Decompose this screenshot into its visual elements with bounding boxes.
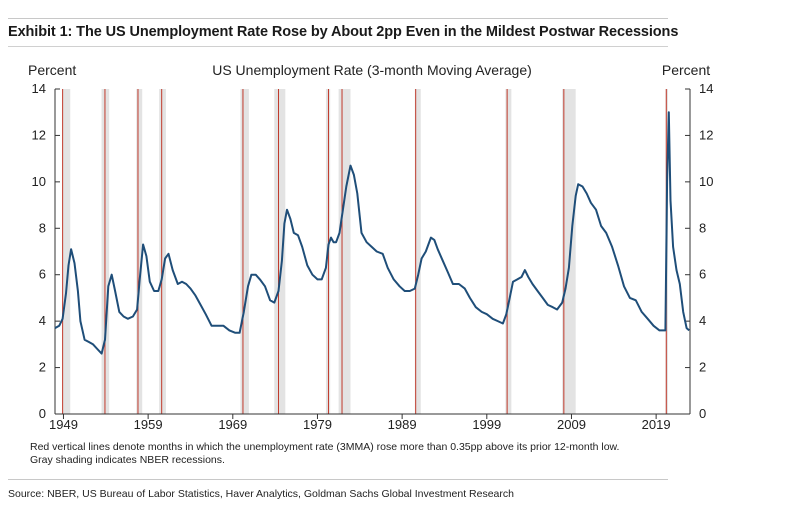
right-tick-label-6: 6 xyxy=(699,267,706,282)
title-rule xyxy=(8,46,668,47)
chart-note-red-lines: Red vertical lines denote months in whic… xyxy=(30,441,619,453)
axes xyxy=(54,89,691,415)
x-tick-label-2009: 2009 xyxy=(557,417,586,432)
right-tick-label-14: 14 xyxy=(699,81,713,96)
exhibit-title: Exhibit 1: The US Unemployment Rate Rose… xyxy=(8,24,679,40)
recession-shading xyxy=(62,89,668,414)
top-rule xyxy=(8,18,668,19)
right-tick-label-4: 4 xyxy=(699,313,706,328)
recession-band-4 xyxy=(240,89,249,414)
left-tick-label-12: 12 xyxy=(32,127,46,142)
left-tick-label-0: 0 xyxy=(39,406,46,421)
chart-note-gray-shading: Gray shading indicates NBER recessions. xyxy=(30,454,225,466)
unemployment-chart: US Unemployment Rate (3-month Moving Ave… xyxy=(28,62,714,466)
left-tick-label-4: 4 xyxy=(39,313,46,328)
right-axis-unit: Percent xyxy=(662,62,710,78)
recession-band-7 xyxy=(338,89,351,414)
left-tick-label-14: 14 xyxy=(32,81,46,96)
x-tick-label-1949: 1949 xyxy=(49,417,78,432)
right-tick-label-2: 2 xyxy=(699,360,706,375)
recession-band-3 xyxy=(159,89,166,414)
left-tick-label-6: 6 xyxy=(39,267,46,282)
left-tick-label-10: 10 xyxy=(32,174,46,189)
right-tick-label-8: 8 xyxy=(699,220,706,235)
left-axis-unit: Percent xyxy=(28,62,76,78)
recession-band-2 xyxy=(136,89,143,414)
unemployment-rate-line xyxy=(54,111,690,355)
source-note: Source: NBER, US Bureau of Labor Statist… xyxy=(8,488,514,500)
recession-band-9 xyxy=(505,89,512,414)
recession-band-0 xyxy=(62,89,71,414)
recession-band-8 xyxy=(414,89,421,414)
left-tick-label-2: 2 xyxy=(39,360,46,375)
right-tick-label-10: 10 xyxy=(699,174,713,189)
x-tick-label-1999: 1999 xyxy=(472,417,501,432)
chart-title: US Unemployment Rate (3-month Moving Ave… xyxy=(212,62,532,78)
right-tick-label-0: 0 xyxy=(699,406,706,421)
recession-band-5 xyxy=(274,89,286,414)
red-lines xyxy=(62,89,667,414)
x-tick-label-1959: 1959 xyxy=(134,417,163,432)
x-tick-label-2019: 2019 xyxy=(642,417,671,432)
x-tick-label-1989: 1989 xyxy=(388,417,417,432)
tick-labels: 0 0 2 2 4 4 6 6 8 8 10 10 12 12 14 14 1949 1959 1969 1979 19… xyxy=(32,81,714,432)
recession-band-10 xyxy=(562,89,576,414)
right-tick-label-12: 12 xyxy=(699,127,713,142)
left-tick-label-8: 8 xyxy=(39,220,46,235)
x-tick-label-1969: 1969 xyxy=(218,417,247,432)
source-rule xyxy=(8,479,668,480)
x-tick-label-1979: 1979 xyxy=(303,417,332,432)
